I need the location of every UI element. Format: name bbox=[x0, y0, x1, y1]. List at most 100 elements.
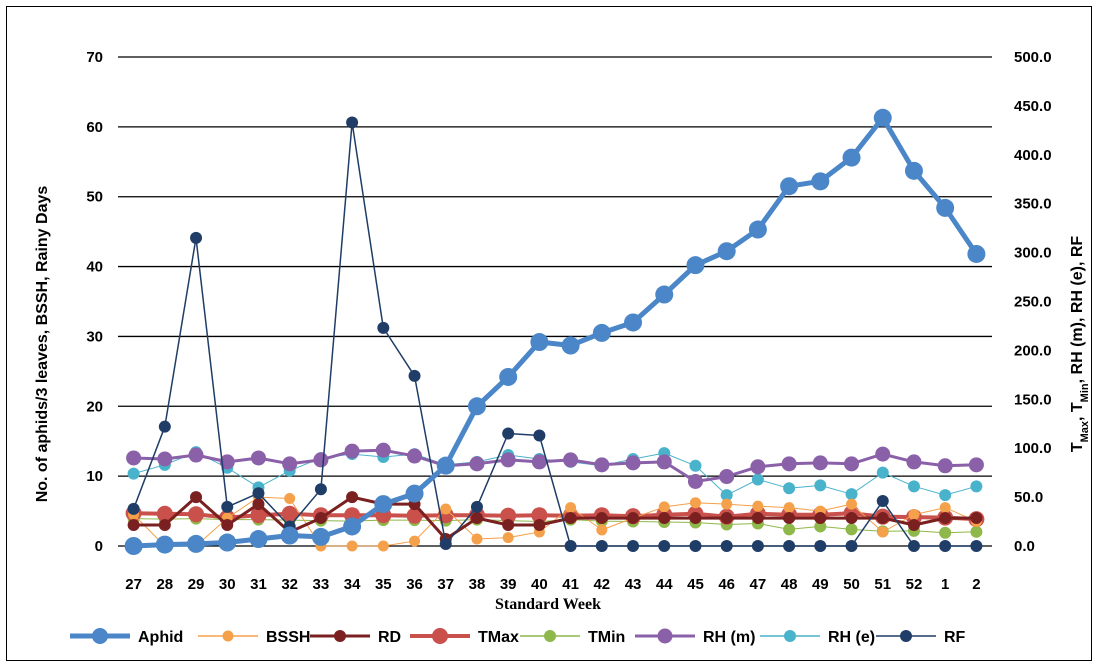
series-line-rh-m bbox=[133, 448, 977, 483]
point-bssh bbox=[846, 498, 858, 510]
point-aphid bbox=[624, 313, 643, 332]
x-tick-label: 33 bbox=[313, 576, 330, 593]
point-rf bbox=[470, 500, 483, 513]
legend-swatch-marker bbox=[657, 628, 673, 644]
point-aphid bbox=[187, 534, 206, 553]
series-rh-m bbox=[126, 442, 984, 489]
point-rd bbox=[127, 519, 140, 532]
x-tick-label: 29 bbox=[188, 576, 205, 593]
point-aphid bbox=[655, 285, 674, 304]
point-rd bbox=[939, 512, 952, 525]
point-rh-e bbox=[939, 489, 952, 502]
point-aphid bbox=[780, 177, 799, 196]
point-rf bbox=[751, 540, 764, 552]
point-bssh bbox=[440, 503, 452, 515]
point-tmin bbox=[783, 523, 796, 536]
point-aphid bbox=[904, 161, 923, 180]
point-rf bbox=[377, 321, 390, 334]
point-aphid bbox=[748, 220, 767, 239]
point-rh-e bbox=[720, 489, 733, 502]
legend-label: RD bbox=[378, 629, 401, 646]
legend-item-rf: RF bbox=[876, 629, 966, 646]
x-tick-label: 49 bbox=[812, 576, 829, 593]
point-rh-m bbox=[906, 454, 922, 470]
point-rd bbox=[627, 512, 640, 525]
point-rh-e bbox=[845, 488, 858, 501]
y-left-tick-label: 30 bbox=[86, 328, 103, 345]
x-tick-label: 40 bbox=[531, 576, 548, 593]
legend-swatch-marker bbox=[900, 630, 912, 642]
series-bssh bbox=[128, 491, 982, 552]
x-tick-label: 28 bbox=[156, 576, 173, 593]
point-rh-m bbox=[188, 447, 204, 463]
point-rf bbox=[533, 429, 546, 442]
x-tick-label: 44 bbox=[656, 576, 673, 593]
legend-item-aphid: Aphid bbox=[70, 628, 183, 646]
point-aphid bbox=[842, 148, 861, 167]
legend-label: RH (e) bbox=[828, 629, 875, 646]
point-aphid bbox=[686, 256, 705, 275]
point-rd bbox=[783, 512, 796, 525]
point-aphid bbox=[717, 242, 736, 261]
point-rf bbox=[346, 116, 359, 129]
point-bssh bbox=[939, 502, 951, 514]
point-rf bbox=[689, 540, 702, 552]
point-rh-m bbox=[531, 454, 547, 470]
point-tmax bbox=[188, 506, 205, 523]
point-rd bbox=[314, 512, 327, 525]
point-rd bbox=[158, 519, 171, 532]
x-tick-label: 35 bbox=[375, 576, 392, 593]
point-rh-m bbox=[937, 458, 953, 474]
x-tick-label: 36 bbox=[406, 576, 423, 593]
point-bssh bbox=[565, 502, 577, 514]
point-aphid bbox=[218, 533, 237, 552]
point-rh-m bbox=[687, 473, 703, 489]
legend-swatch-marker bbox=[334, 630, 346, 642]
point-rd bbox=[907, 519, 920, 532]
legend: Aphid BSSH RD TMax TMin RH (m) RH (e) RF bbox=[70, 628, 966, 646]
y-left-tick-label: 50 bbox=[86, 189, 103, 206]
point-tmax bbox=[406, 507, 423, 524]
point-rh-m bbox=[750, 459, 766, 475]
x-axis-ticks: 27 28 29 30 31 32 33 34 35 36 37 38 39 40 41 42 43 44 45 46… bbox=[125, 576, 980, 593]
x-tick-label: 42 bbox=[593, 576, 610, 593]
y-left-tick-label: 60 bbox=[86, 119, 103, 136]
series-aphid bbox=[124, 108, 986, 555]
y-axis-right-label: TMax, TMin, RH (m), RH (e), RF bbox=[1069, 236, 1091, 453]
point-rh-m bbox=[812, 455, 828, 471]
point-rh-e bbox=[751, 473, 764, 486]
point-rh-m bbox=[563, 452, 579, 468]
x-tick-label: 45 bbox=[687, 576, 704, 593]
y-left-tick-label: 20 bbox=[86, 398, 103, 415]
x-tick-label: 43 bbox=[625, 576, 642, 593]
point-rh-m bbox=[313, 452, 329, 468]
point-aphid bbox=[936, 198, 955, 217]
point-bssh bbox=[471, 533, 483, 545]
point-rh-m bbox=[625, 455, 641, 471]
legend-swatch-marker bbox=[784, 630, 796, 642]
point-bssh bbox=[377, 540, 389, 552]
point-tmax bbox=[500, 507, 517, 524]
point-aphid bbox=[343, 517, 362, 536]
point-rf bbox=[408, 369, 421, 382]
y-left-tick-label: 0 bbox=[95, 538, 103, 555]
point-bssh bbox=[689, 497, 701, 509]
x-tick-label: 37 bbox=[437, 576, 454, 593]
point-aphid bbox=[592, 323, 611, 342]
x-tick-label: 52 bbox=[906, 576, 923, 593]
point-rh-e bbox=[127, 467, 140, 480]
point-rf bbox=[252, 487, 265, 500]
point-rf bbox=[720, 540, 733, 552]
x-tick-label: 27 bbox=[125, 576, 142, 593]
x-tick-label: 34 bbox=[344, 576, 361, 593]
point-rf bbox=[814, 540, 827, 552]
point-rd bbox=[658, 512, 671, 525]
legend-item-bssh: BSSH bbox=[198, 629, 310, 646]
point-bssh bbox=[502, 532, 514, 544]
x-tick-label: 39 bbox=[500, 576, 517, 593]
point-rh-m bbox=[375, 442, 391, 458]
point-rf bbox=[939, 540, 952, 552]
point-tmax bbox=[250, 507, 267, 524]
point-aphid bbox=[249, 530, 268, 549]
y-right-tick-label: 300.0 bbox=[1014, 245, 1052, 262]
